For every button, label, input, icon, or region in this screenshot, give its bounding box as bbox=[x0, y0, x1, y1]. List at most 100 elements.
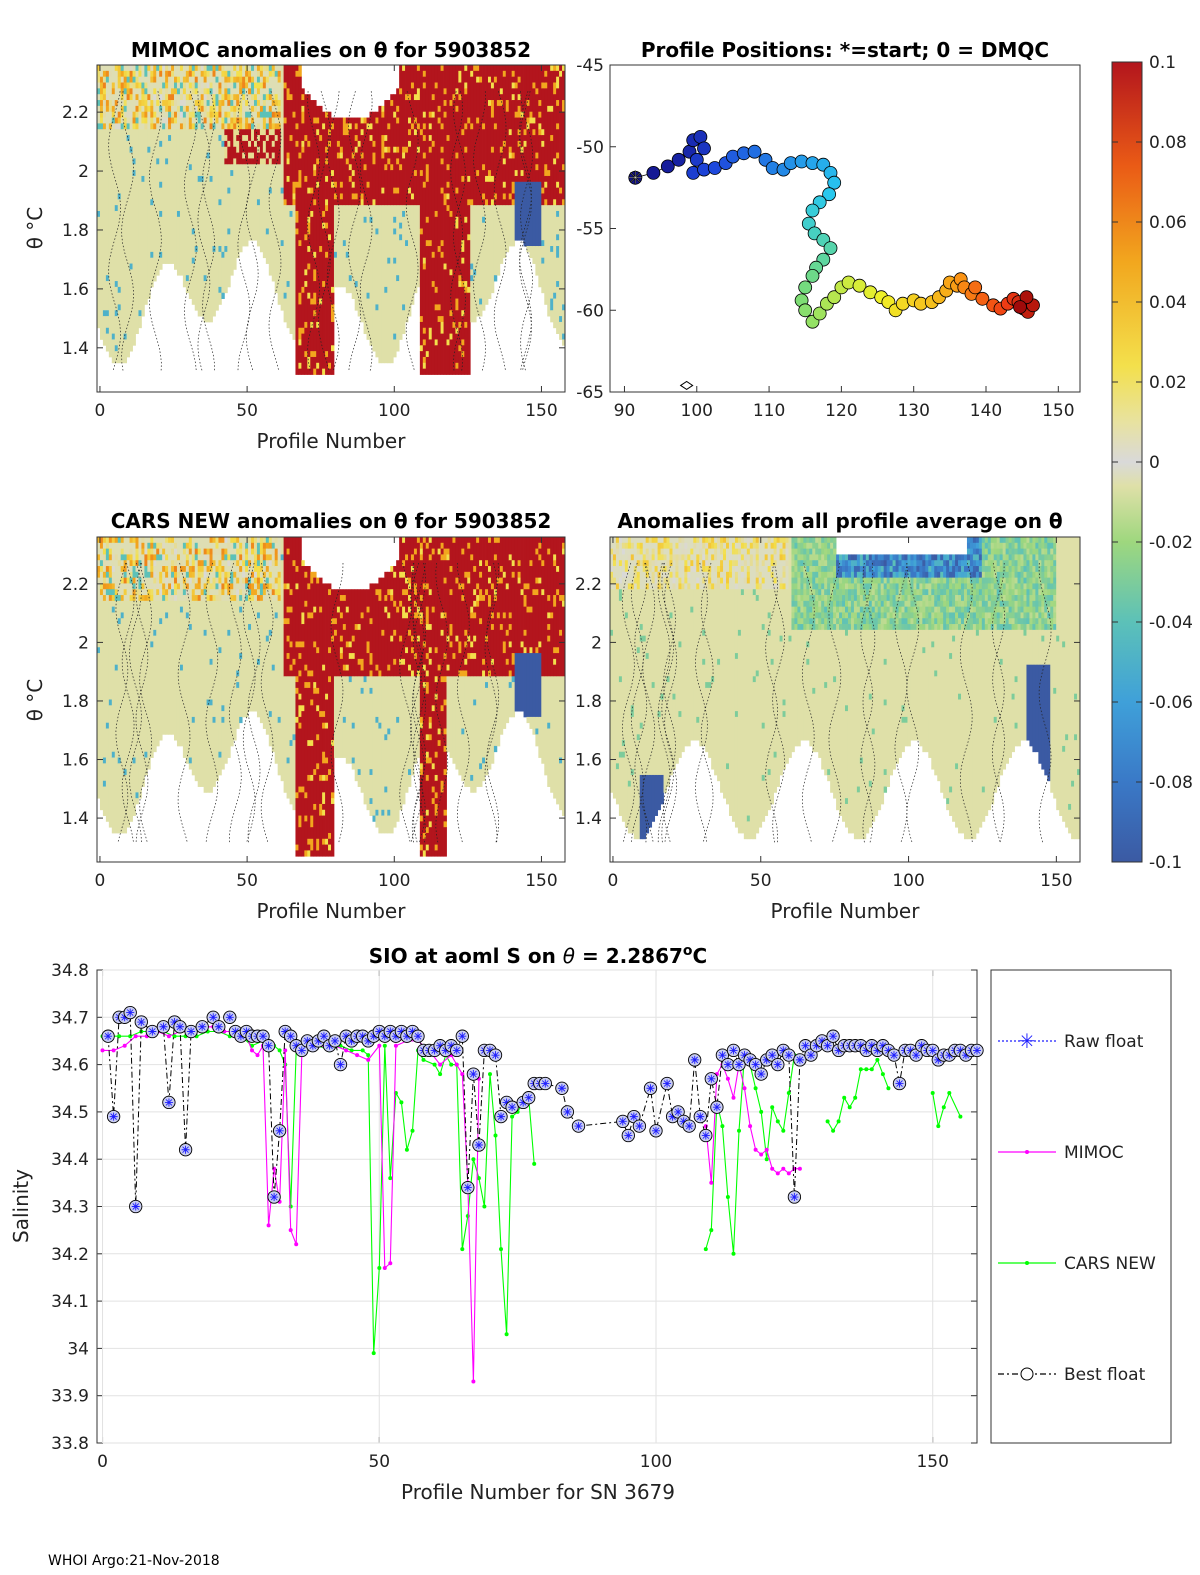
heatmap-cell bbox=[111, 111, 116, 118]
heatmap-cell bbox=[307, 222, 311, 235]
heatmap-cell bbox=[410, 199, 415, 206]
heatmap-cell bbox=[233, 583, 237, 590]
heatmap-cell bbox=[105, 722, 110, 729]
heatmap-cell bbox=[428, 589, 433, 596]
heatmap-cell bbox=[907, 560, 911, 567]
heatmap-cell bbox=[428, 734, 433, 741]
heatmap-cell bbox=[818, 571, 822, 579]
heatmap-cell bbox=[141, 117, 145, 124]
heatmap-cell bbox=[553, 595, 557, 608]
heatmap-cell bbox=[313, 351, 317, 358]
heatmap-cell bbox=[277, 82, 282, 101]
heatmap-cell bbox=[111, 339, 116, 364]
heatmap-cell bbox=[348, 647, 353, 654]
heatmap-cell bbox=[824, 612, 828, 619]
heatmap-cell bbox=[642, 554, 647, 561]
heatmap-cell bbox=[176, 560, 181, 573]
heatmap-cell bbox=[212, 65, 216, 72]
heatmap-cell bbox=[476, 589, 480, 596]
heatmap-cell bbox=[806, 600, 810, 608]
heatmap-cell bbox=[316, 181, 320, 189]
heatmap-cell bbox=[236, 548, 240, 555]
heatmap-cell bbox=[274, 100, 279, 107]
heatmap-cell bbox=[446, 181, 450, 189]
heatmap-cell bbox=[399, 234, 403, 241]
heatmap-cell bbox=[268, 595, 273, 602]
heatmap-cell bbox=[313, 164, 317, 171]
heatmap-cell bbox=[141, 600, 145, 787]
heatmap-cell bbox=[393, 193, 397, 206]
heatmap-cell bbox=[859, 618, 864, 625]
contour-line bbox=[413, 562, 426, 844]
heatmap-cell bbox=[824, 537, 828, 544]
heatmap-cell bbox=[458, 286, 462, 323]
heatmap-cell bbox=[102, 105, 107, 113]
heatmap-cell bbox=[467, 123, 471, 177]
heatmap-cell bbox=[331, 798, 335, 805]
heatmap-cell bbox=[422, 257, 427, 264]
heatmap-cell bbox=[141, 537, 145, 544]
heatmap-cell bbox=[319, 246, 323, 253]
heatmap-cell bbox=[734, 583, 739, 590]
heatmap-cell bbox=[405, 653, 409, 677]
heatmap-cell bbox=[129, 269, 133, 352]
heatmap-cell bbox=[384, 205, 388, 288]
heatmap-cell bbox=[511, 158, 516, 183]
heatmap-cell bbox=[690, 537, 694, 550]
heatmap-cell bbox=[791, 589, 795, 596]
heatmap-cell bbox=[194, 251, 199, 311]
heatmap-cell bbox=[126, 88, 130, 95]
heatmap-cell bbox=[675, 577, 679, 590]
heatmap-cell bbox=[262, 117, 267, 130]
heatmap-cell bbox=[782, 577, 786, 584]
heatmap-cell bbox=[132, 589, 136, 596]
heatmap-cell bbox=[544, 82, 548, 89]
heatmap-cell bbox=[842, 600, 846, 608]
heatmap-cell bbox=[236, 542, 240, 549]
heatmap-cell bbox=[102, 571, 107, 579]
heatmap-cell bbox=[245, 117, 249, 124]
heatmap-cell bbox=[396, 205, 400, 276]
heatmap-cell bbox=[812, 583, 816, 590]
heatmap-cell bbox=[642, 635, 647, 642]
heatmap-cell bbox=[669, 571, 673, 579]
heatmap-cell bbox=[203, 100, 207, 107]
heatmap-cell bbox=[431, 711, 436, 764]
heatmap-cell bbox=[853, 629, 858, 840]
heatmap-cell bbox=[310, 216, 314, 299]
heatmap-cell bbox=[422, 682, 427, 689]
positions-axes-frame bbox=[609, 64, 1081, 393]
heatmap-cell bbox=[129, 94, 133, 101]
heatmap-cell bbox=[839, 606, 843, 613]
heatmap-cell bbox=[168, 70, 172, 78]
heatmap-cell bbox=[541, 676, 545, 764]
heatmap-cell bbox=[408, 117, 412, 124]
heatmap-cell bbox=[251, 571, 255, 579]
heatmap-cell bbox=[319, 251, 323, 299]
heatmap-cell bbox=[206, 117, 210, 130]
heatmap-cell bbox=[654, 577, 658, 584]
heatmap-cell bbox=[218, 88, 222, 95]
heatmap-cell bbox=[526, 583, 530, 590]
heatmap-cell bbox=[862, 606, 867, 613]
heatmap-cell bbox=[310, 327, 314, 352]
heatmap-cell bbox=[117, 100, 122, 107]
heatmap-cell bbox=[132, 600, 136, 758]
heatmap-cell bbox=[313, 769, 317, 776]
heatmap-cell bbox=[666, 676, 670, 683]
heatmap-cell bbox=[836, 595, 840, 602]
heatmap-cell bbox=[156, 554, 160, 561]
heatmap-cell bbox=[473, 699, 477, 706]
heatmap-cell bbox=[295, 123, 299, 130]
heatmap-cell bbox=[271, 589, 276, 596]
heatmap-cell bbox=[224, 554, 228, 561]
heatmap-cell bbox=[319, 298, 323, 305]
heatmap-cell bbox=[191, 595, 196, 602]
heatmap-cell bbox=[803, 566, 807, 573]
heatmap-cell bbox=[212, 589, 216, 596]
heatmap-cell bbox=[265, 228, 270, 235]
heatmap-cell bbox=[117, 595, 122, 602]
heatmap-cell bbox=[440, 70, 444, 124]
heatmap-cell bbox=[559, 321, 563, 340]
heatmap-cell bbox=[731, 542, 736, 549]
